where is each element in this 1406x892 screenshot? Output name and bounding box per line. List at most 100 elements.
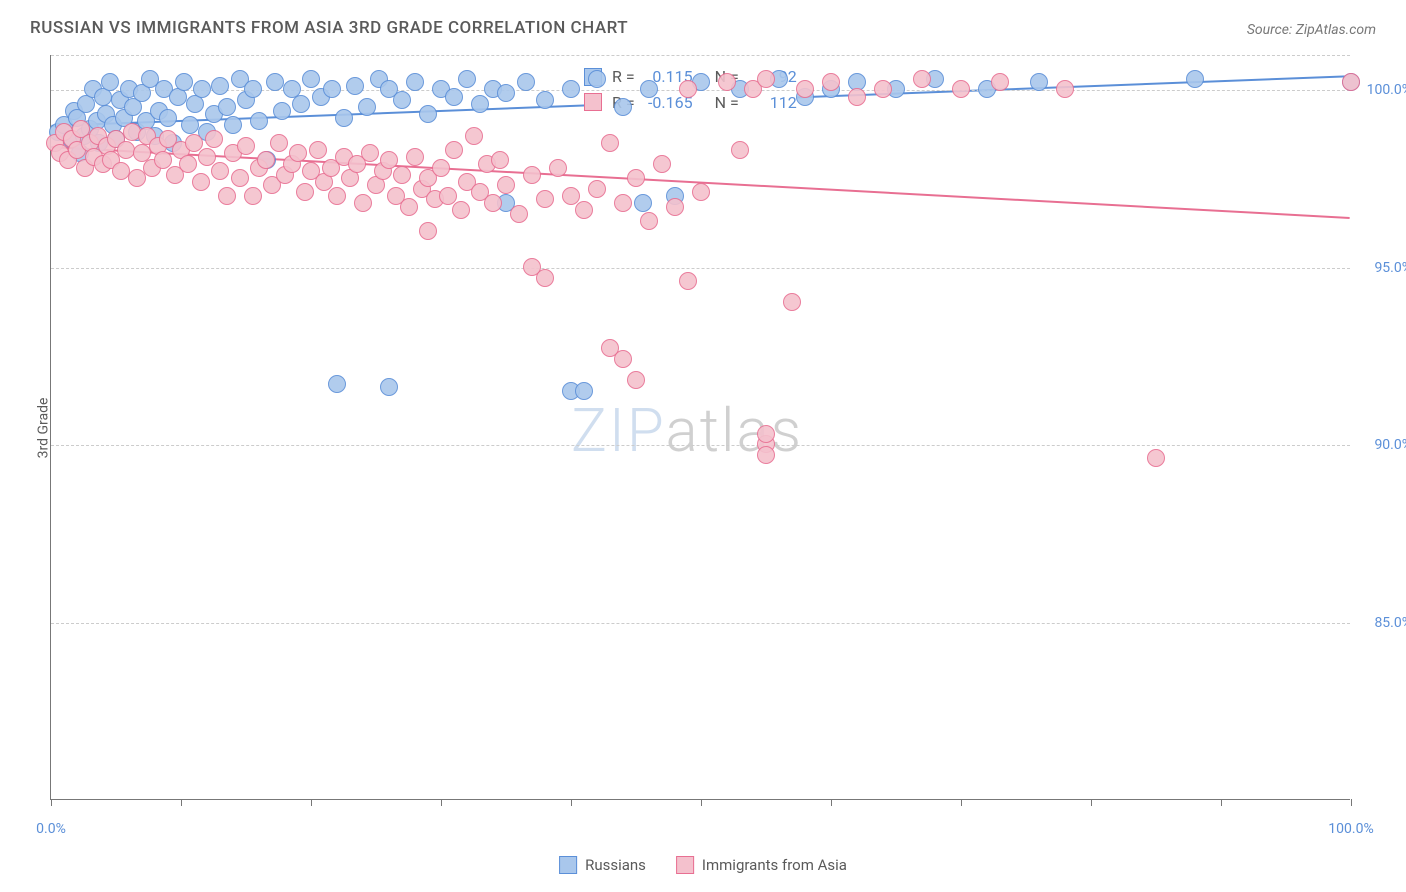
data-point bbox=[497, 84, 515, 102]
plot-area: ZIPatlas R =0.115N =92R =-0.165N =112 85… bbox=[50, 55, 1350, 800]
data-point bbox=[335, 109, 353, 127]
data-point bbox=[179, 155, 197, 173]
data-point bbox=[757, 425, 775, 443]
data-point bbox=[640, 212, 658, 230]
data-point bbox=[128, 169, 146, 187]
data-point bbox=[1147, 449, 1165, 467]
legend-item: Russians bbox=[559, 856, 646, 874]
data-point bbox=[634, 194, 652, 212]
data-point bbox=[380, 378, 398, 396]
x-tick bbox=[571, 799, 572, 806]
data-point bbox=[101, 73, 119, 91]
x-tick bbox=[181, 799, 182, 806]
data-point bbox=[211, 162, 229, 180]
data-point bbox=[250, 112, 268, 130]
gridline bbox=[51, 623, 1350, 624]
data-point bbox=[445, 141, 463, 159]
data-point bbox=[731, 141, 749, 159]
data-point bbox=[783, 293, 801, 311]
y-axis-title: 3rd Grade bbox=[35, 398, 51, 459]
gridline bbox=[51, 55, 1350, 56]
stat-r-label: R = bbox=[612, 64, 635, 90]
data-point bbox=[679, 80, 697, 98]
data-point bbox=[666, 198, 684, 216]
data-point bbox=[244, 187, 262, 205]
legend-item: Immigrants from Asia bbox=[676, 856, 847, 874]
data-point bbox=[302, 70, 320, 88]
data-point bbox=[491, 151, 509, 169]
data-point bbox=[1342, 73, 1360, 91]
data-point bbox=[452, 201, 470, 219]
data-point bbox=[218, 187, 236, 205]
data-point bbox=[465, 127, 483, 145]
data-point bbox=[757, 70, 775, 88]
x-tick bbox=[441, 799, 442, 806]
data-point bbox=[419, 222, 437, 240]
gridline bbox=[51, 445, 1350, 446]
data-point bbox=[361, 144, 379, 162]
data-point bbox=[328, 187, 346, 205]
data-point bbox=[536, 269, 554, 287]
y-tick-label: 90.0% bbox=[1374, 437, 1406, 453]
data-point bbox=[292, 95, 310, 113]
data-point bbox=[510, 205, 528, 223]
data-point bbox=[346, 77, 364, 95]
watermark-part1: ZIP bbox=[571, 395, 666, 466]
data-point bbox=[192, 173, 210, 191]
data-point bbox=[562, 80, 580, 98]
data-point bbox=[231, 169, 249, 187]
data-point bbox=[309, 141, 327, 159]
data-point bbox=[822, 73, 840, 91]
legend-swatch bbox=[676, 856, 694, 874]
data-point bbox=[796, 80, 814, 98]
data-point bbox=[432, 159, 450, 177]
data-point bbox=[273, 102, 291, 120]
data-point bbox=[523, 166, 541, 184]
data-point bbox=[406, 148, 424, 166]
data-point bbox=[393, 91, 411, 109]
y-tick-label: 100.0% bbox=[1367, 82, 1406, 98]
legend-swatch bbox=[559, 856, 577, 874]
x-tick-label: 100.0% bbox=[1328, 821, 1373, 837]
data-point bbox=[354, 194, 372, 212]
data-point bbox=[218, 98, 236, 116]
stats-swatch bbox=[584, 93, 602, 111]
data-point bbox=[614, 194, 632, 212]
data-point bbox=[517, 73, 535, 91]
data-point bbox=[640, 80, 658, 98]
x-tick bbox=[1221, 799, 1222, 806]
data-point bbox=[497, 176, 515, 194]
x-tick bbox=[831, 799, 832, 806]
y-tick-label: 85.0% bbox=[1374, 615, 1406, 631]
data-point bbox=[211, 77, 229, 95]
data-point bbox=[575, 382, 593, 400]
x-tick bbox=[51, 799, 52, 806]
data-point bbox=[358, 98, 376, 116]
x-tick bbox=[311, 799, 312, 806]
data-point bbox=[244, 80, 262, 98]
data-point bbox=[328, 375, 346, 393]
data-point bbox=[224, 116, 242, 134]
data-point bbox=[458, 70, 476, 88]
data-point bbox=[1186, 70, 1204, 88]
data-point bbox=[237, 137, 255, 155]
x-tick bbox=[1351, 799, 1352, 806]
data-point bbox=[575, 201, 593, 219]
data-point bbox=[627, 371, 645, 389]
data-point bbox=[627, 169, 645, 187]
data-point bbox=[952, 80, 970, 98]
data-point bbox=[601, 134, 619, 152]
data-point bbox=[484, 194, 502, 212]
data-point bbox=[471, 95, 489, 113]
watermark-part2: atlas bbox=[666, 395, 804, 466]
trend-lines bbox=[51, 55, 1350, 799]
data-point bbox=[848, 88, 866, 106]
data-point bbox=[549, 159, 567, 177]
data-point bbox=[614, 350, 632, 368]
data-point bbox=[588, 70, 606, 88]
data-point bbox=[289, 144, 307, 162]
x-tick-label: 0.0% bbox=[36, 821, 66, 837]
gridline bbox=[51, 268, 1350, 269]
data-point bbox=[1030, 73, 1048, 91]
data-point bbox=[406, 73, 424, 91]
